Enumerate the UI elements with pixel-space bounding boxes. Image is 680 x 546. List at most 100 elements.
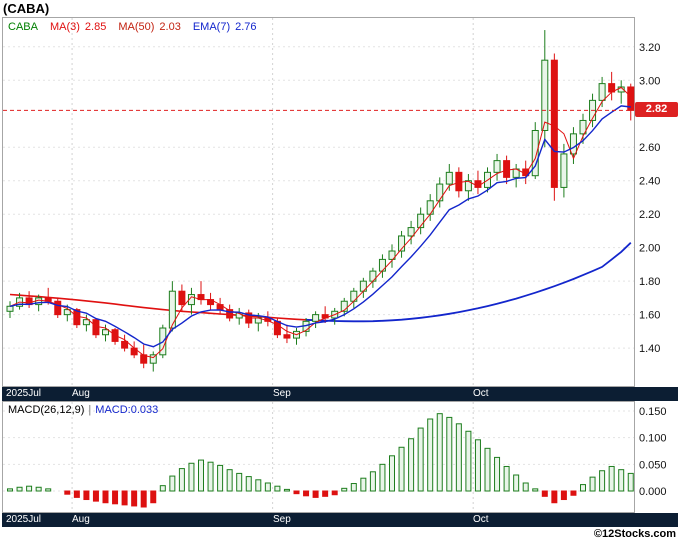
- price-axis-label: 2.00: [639, 243, 660, 255]
- x-axis-strip-macd: 2025Jul Aug Sep Oct: [2, 513, 678, 527]
- price-axis-label: 1.60: [639, 310, 660, 322]
- macd-bar-positive: [599, 470, 606, 492]
- price-axis-label: 1.40: [639, 343, 660, 355]
- month-label: Aug: [72, 388, 90, 399]
- macd-bar-negative: [570, 490, 577, 496]
- candle-body-up: [579, 119, 587, 135]
- macd-bar-negative: [83, 490, 90, 501]
- price-chart-svg: 3.20 3.00 2.60 2.40 2.20 2.00 1.80 1.60 1.40: [2, 17, 660, 387]
- candle-body-down: [178, 290, 186, 306]
- macd-axis-label: 0.050: [639, 459, 667, 471]
- candle-body-up: [436, 183, 444, 202]
- price-plot-border: [2, 17, 635, 387]
- ticker-title: (CABA): [3, 1, 50, 16]
- macd-bar-positive: [580, 484, 586, 492]
- macd-bar-positive: [188, 462, 195, 492]
- candle-body-up: [6, 305, 14, 312]
- macd-bar-positive: [178, 468, 185, 492]
- candle-body-up: [598, 83, 606, 101]
- legend-ma50-value: 2.03: [159, 21, 181, 33]
- macd-separator: |: [88, 404, 92, 416]
- legend-ema7: EMA(7) 2.76: [193, 21, 257, 33]
- macd-bar-positive: [618, 469, 625, 492]
- macd-bar-positive: [455, 423, 462, 492]
- macd-svg: 0.150 0.100 0.050 0.000: [2, 401, 667, 513]
- price-axis-label: 3.00: [639, 75, 660, 87]
- legend-ema7-label: EMA(7): [192, 21, 231, 33]
- macd-bar-positive: [608, 465, 615, 492]
- month-label: Sep: [273, 514, 291, 525]
- price-axis-label: 2.20: [639, 209, 660, 221]
- macd-bar-negative: [322, 490, 329, 497]
- macd-bar-negative: [560, 490, 567, 501]
- macd-bar-positive: [446, 416, 453, 492]
- chart-legend: CABA MA(3) 2.85 MA(50) 2.03 EMA(7) 2.76: [8, 21, 269, 33]
- macd-bar-positive: [513, 474, 520, 492]
- price-axis-label: 2.60: [639, 142, 660, 154]
- macd-bar-negative: [121, 490, 128, 506]
- macd-bar-negative: [541, 490, 548, 497]
- month-label: Oct: [473, 514, 489, 525]
- macd-bar-positive: [26, 485, 33, 492]
- candle-body-up: [398, 235, 406, 252]
- candle-body-up: [417, 213, 425, 229]
- candle-body-up: [388, 250, 396, 260]
- candle-body-up: [235, 312, 243, 319]
- macd-bar-positive: [198, 459, 204, 492]
- candle-body-up: [464, 180, 472, 192]
- candle-body-up: [445, 171, 453, 185]
- macd-axis-label: 0.150: [639, 406, 667, 418]
- ma3-line: [9, 86, 632, 359]
- candle-body-up: [312, 314, 320, 322]
- legend-ma3-label: MA(3): [49, 21, 80, 33]
- macd-bar-positive: [245, 476, 252, 492]
- legend-ma50-label: MA(50): [118, 21, 155, 33]
- candle-body-up: [350, 290, 358, 302]
- month-label: Sep: [273, 388, 291, 399]
- macd-bar-positive: [627, 472, 634, 492]
- macd-bar-positive: [264, 482, 271, 492]
- macd-bar-positive: [236, 472, 243, 492]
- legend-symbol: CABA: [8, 21, 38, 33]
- candle-body-up: [369, 270, 377, 282]
- macd-bar-negative: [150, 490, 157, 504]
- legend-ma3-value: 2.85: [84, 21, 107, 33]
- ma50-line-rising: [306, 242, 632, 323]
- macd-bar-negative: [102, 490, 109, 504]
- macd-bar-positive: [522, 482, 529, 492]
- candle-body-down: [283, 334, 291, 339]
- macd-bar-negative: [312, 490, 319, 498]
- macd-bar-positive: [427, 418, 434, 492]
- macd-bar-positive: [159, 485, 166, 492]
- macd-bar-negative: [131, 490, 138, 507]
- macd-bar-negative: [140, 490, 147, 508]
- macd-bar-positive: [398, 446, 405, 492]
- month-label: 2025Jul: [6, 388, 42, 399]
- macd-bar-positive: [217, 464, 224, 492]
- macd-header: MACD(26,12,9) | MACD:0.033: [8, 404, 158, 416]
- price-axis-label: 2.40: [639, 176, 660, 188]
- candle-body-down: [121, 340, 129, 349]
- candle-body-up: [407, 227, 415, 237]
- candle-body-down: [503, 160, 511, 178]
- macd-bar-positive: [35, 486, 42, 492]
- price-axis-label: 1.80: [639, 276, 660, 288]
- macd-bar-positive: [350, 483, 357, 492]
- macd-bar-negative: [551, 490, 558, 504]
- macd-bar-positive: [169, 475, 176, 492]
- candle-body-down: [455, 171, 463, 192]
- legend-ma3: MA(3) 2.85: [50, 21, 106, 33]
- ema7-line: [9, 105, 631, 348]
- candle-body-up: [82, 319, 90, 326]
- watermark: ©12Stocks.com: [593, 528, 676, 540]
- month-label: Aug: [72, 514, 90, 525]
- macd-bar-positive: [360, 477, 367, 492]
- x-axis-strip-main: 2025Jul Aug Sep Oct: [2, 387, 678, 401]
- candle-body-down: [54, 300, 62, 316]
- macd-bar-positive: [589, 476, 596, 492]
- macd-bar-positive: [7, 488, 13, 492]
- candle-body-up: [102, 329, 109, 336]
- macd-bar-positive: [474, 439, 481, 492]
- month-label: 2025Jul: [6, 514, 42, 525]
- candle-body-up: [378, 258, 386, 272]
